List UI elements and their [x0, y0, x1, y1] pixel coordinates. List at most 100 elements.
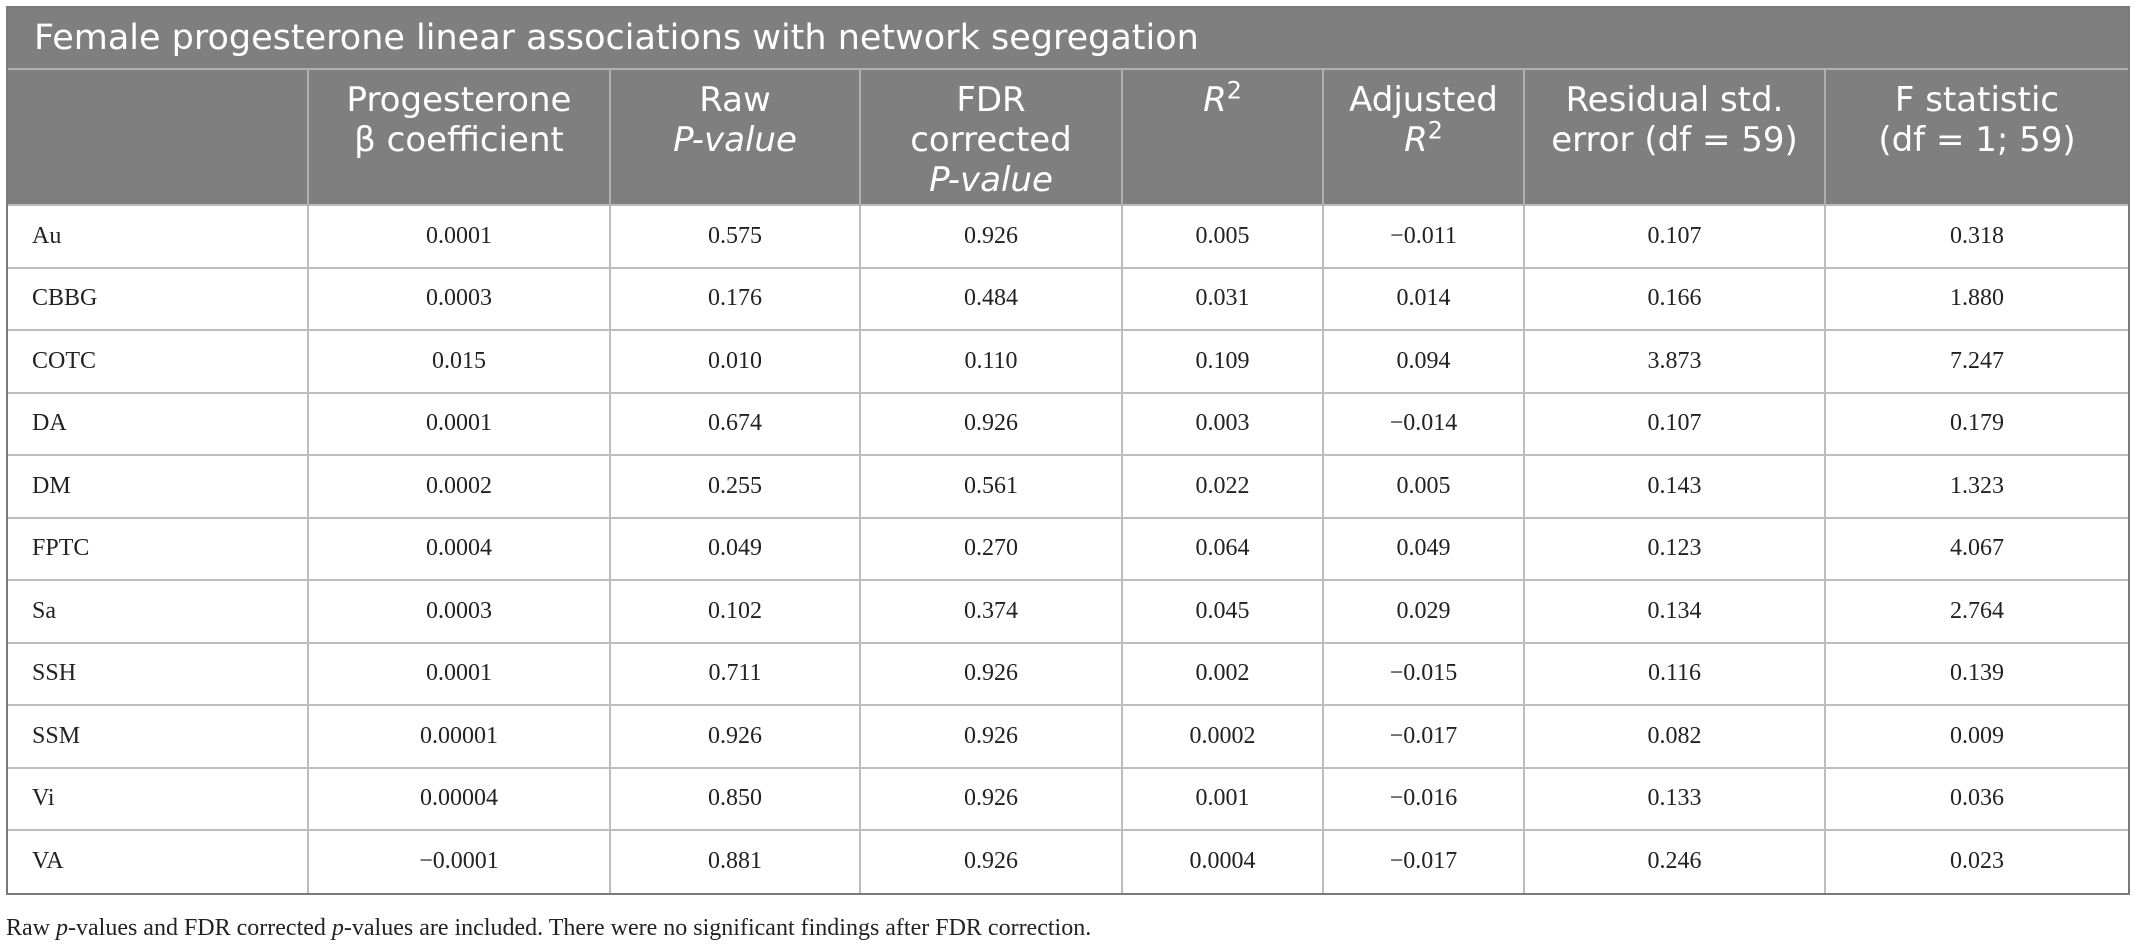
cell-raw-p: 0.674 — [609, 391, 861, 456]
cell-fdr-p: 0.110 — [859, 329, 1123, 394]
cell-beta: 0.0003 — [307, 579, 611, 644]
header-raw-p-line1: Raw — [699, 80, 771, 120]
cell-residual-se: 0.246 — [1523, 829, 1826, 893]
cell-r2: 0.005 — [1121, 204, 1324, 269]
table-row: VA −0.0001 0.881 0.926 0.0004 −0.017 0.246 0.02… — [8, 829, 2128, 893]
header-region — [8, 68, 308, 205]
header-adj-r2: Adjusted R2 — [1322, 68, 1524, 205]
cell-region: Sa — [8, 579, 309, 644]
cell-adj-r2: −0.017 — [1322, 704, 1525, 769]
cell-adj-r2: −0.014 — [1322, 391, 1525, 456]
cell-region: Vi — [8, 766, 309, 831]
table-row: DA 0.0001 0.674 0.926 0.003 −0.014 0.107 0.179 — [8, 391, 2128, 456]
cell-fdr-p: 0.926 — [859, 391, 1123, 456]
cell-fdr-p: 0.270 — [859, 516, 1123, 581]
header-residual: Residual std. error (df = 59) — [1523, 68, 1825, 205]
cell-f-stat: 0.318 — [1824, 204, 2128, 269]
header-adj-r2-line2: R2 — [1330, 116, 1517, 160]
table-row: COTC 0.015 0.010 0.110 0.109 0.094 3.873 7.247 — [8, 329, 2128, 394]
r-symbol: R — [1404, 120, 1428, 160]
header-r2-line1: R2 — [1129, 79, 1316, 120]
cell-region: COTC — [8, 329, 309, 394]
header-adj-r2-line1: Adjusted — [1349, 80, 1498, 120]
cell-residual-se: 0.116 — [1523, 641, 1826, 706]
table-frame: Female progesterone linear associations … — [6, 6, 2130, 895]
cell-f-stat: 4.067 — [1824, 516, 2128, 581]
cell-region: CBBG — [8, 266, 309, 331]
cell-beta: 0.00001 — [307, 704, 611, 769]
cell-f-stat: 0.023 — [1824, 829, 2128, 893]
cell-adj-r2: −0.015 — [1322, 641, 1525, 706]
header-beta-line1: Progesterone — [346, 80, 572, 120]
cell-beta: −0.0001 — [307, 829, 611, 893]
results-table: Progesterone β coefficient Raw P-value F… — [8, 68, 2128, 893]
cell-residual-se: 0.107 — [1523, 204, 1826, 269]
cell-residual-se: 0.166 — [1523, 266, 1826, 331]
cell-raw-p: 0.711 — [609, 641, 861, 706]
cell-beta: 0.0003 — [307, 266, 611, 331]
cell-residual-se: 0.143 — [1523, 454, 1826, 519]
cell-region: DA — [8, 391, 309, 456]
cell-raw-p: 0.176 — [609, 266, 861, 331]
cell-r2: 0.003 — [1121, 391, 1324, 456]
cell-raw-p: 0.102 — [609, 579, 861, 644]
header-fdr-line2: corrected — [910, 120, 1072, 160]
cell-fdr-p: 0.484 — [859, 266, 1123, 331]
cell-fdr-p: 0.926 — [859, 641, 1123, 706]
header-raw-p: Raw P-value — [609, 68, 860, 205]
cell-region: SSH — [8, 641, 309, 706]
cell-adj-r2: −0.017 — [1322, 829, 1525, 893]
table-row: Vi 0.00004 0.850 0.926 0.001 −0.016 0.133 0.036 — [8, 766, 2128, 831]
cell-region: FPTC — [8, 516, 309, 581]
cell-region: DM — [8, 454, 309, 519]
cell-adj-r2: 0.049 — [1322, 516, 1525, 581]
cell-adj-r2: 0.014 — [1322, 266, 1525, 331]
cell-r2: 0.0004 — [1121, 829, 1324, 893]
header-r2-text: R2 — [1203, 79, 1242, 120]
cell-residual-se: 0.123 — [1523, 516, 1826, 581]
cell-residual-se: 0.107 — [1523, 391, 1826, 456]
cell-raw-p: 0.575 — [609, 204, 861, 269]
cell-raw-p: 0.881 — [609, 829, 861, 893]
cell-r2: 0.002 — [1121, 641, 1324, 706]
cell-fdr-p: 0.926 — [859, 766, 1123, 831]
header-raw-p-italic: P-value — [673, 120, 797, 160]
superscript: 2 — [1427, 116, 1443, 145]
table-row: SSH 0.0001 0.711 0.926 0.002 −0.015 0.116 0.139 — [8, 641, 2128, 706]
cell-adj-r2: −0.011 — [1322, 204, 1525, 269]
table-title: Female progesterone linear associations … — [8, 8, 2128, 68]
cell-beta: 0.0001 — [307, 641, 611, 706]
cell-adj-r2: 0.005 — [1322, 454, 1525, 519]
cell-raw-p: 0.049 — [609, 516, 861, 581]
cell-f-stat: 0.139 — [1824, 641, 2128, 706]
cell-raw-p: 0.010 — [609, 329, 861, 394]
table-row: Sa 0.0003 0.102 0.374 0.045 0.029 0.134 2.764 — [8, 579, 2128, 644]
cell-residual-se: 3.873 — [1523, 329, 1826, 394]
header-fdr-p: FDR corrected P-value — [859, 68, 1122, 205]
cell-residual-se: 0.134 — [1523, 579, 1826, 644]
cell-r2: 0.001 — [1121, 766, 1324, 831]
table-row: FPTC 0.0004 0.049 0.270 0.064 0.049 0.123 4.067 — [8, 516, 2128, 581]
table-row: Au 0.0001 0.575 0.926 0.005 −0.011 0.107 0.318 — [8, 204, 2128, 269]
cell-r2: 0.031 — [1121, 266, 1324, 331]
header-residual-line1: Residual std. — [1565, 80, 1784, 120]
table-footnote: Raw p-values and FDR corrected p-values … — [6, 915, 1092, 941]
header-r2: R2 — [1121, 68, 1323, 205]
table-body: Au 0.0001 0.575 0.926 0.005 −0.011 0.107 0.318 C… — [8, 204, 2128, 893]
cell-f-stat: 2.764 — [1824, 579, 2128, 644]
cell-beta: 0.0004 — [307, 516, 611, 581]
cell-beta: 0.015 — [307, 329, 611, 394]
cell-f-stat: 0.179 — [1824, 391, 2128, 456]
header-beta-line2: β coefficient — [354, 120, 564, 160]
cell-region: SSM — [8, 704, 309, 769]
cell-adj-r2: 0.094 — [1322, 329, 1525, 394]
cell-beta: 0.0001 — [307, 391, 611, 456]
table-row: SSM 0.00001 0.926 0.926 0.0002 −0.017 0.082 0.0… — [8, 704, 2128, 769]
header-beta: Progesterone β coefficient — [307, 68, 610, 205]
header-fdr-line1: FDR — [956, 80, 1026, 120]
cell-r2: 0.045 — [1121, 579, 1324, 644]
cell-fdr-p: 0.926 — [859, 204, 1123, 269]
cell-raw-p: 0.255 — [609, 454, 861, 519]
cell-f-stat: 1.880 — [1824, 266, 2128, 331]
cell-region: Au — [8, 204, 309, 269]
